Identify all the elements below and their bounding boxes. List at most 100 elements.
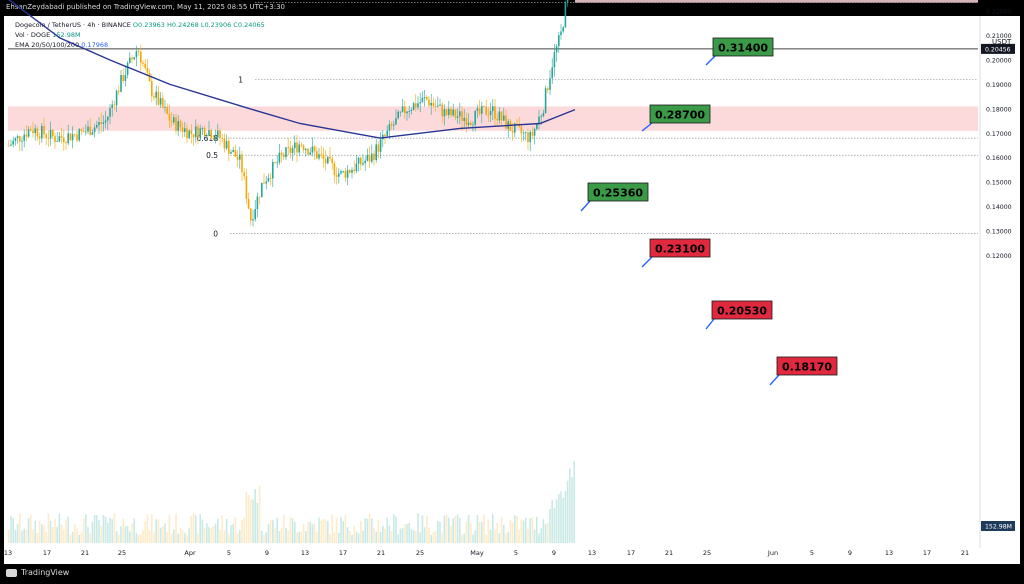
volume-bar — [232, 524, 234, 543]
candle-body — [551, 67, 553, 79]
volume-bar — [203, 527, 206, 543]
candle-body — [492, 106, 494, 112]
candle-body — [368, 155, 371, 162]
candle-body — [230, 152, 232, 154]
candle-body — [454, 109, 457, 118]
candle-body — [296, 142, 298, 153]
volume-bar — [443, 515, 446, 543]
candle-body — [71, 134, 74, 141]
volume-bar — [137, 534, 140, 543]
volume-bar — [476, 515, 479, 543]
candle-body — [19, 136, 21, 142]
legend-symbol[interactable]: Dogecoin / TetherUS · 4h · BINANCE — [15, 21, 131, 29]
annotation-pointer — [705, 318, 715, 330]
volume-bar — [25, 529, 28, 543]
candle-body — [151, 81, 153, 97]
axis-currency[interactable]: USDT — [992, 38, 1012, 46]
volume-bar — [430, 534, 432, 543]
candle-body — [520, 126, 523, 134]
volume-bar — [102, 514, 105, 543]
volume-bar — [331, 514, 333, 543]
legend-vol-label: Vol · DOGE — [15, 31, 51, 39]
volume-bar — [415, 531, 417, 543]
volume-bar — [340, 517, 342, 543]
date-tick-label: 21 — [81, 549, 89, 557]
volume-bar — [463, 533, 465, 543]
volume-bar — [135, 532, 138, 543]
candle-body — [203, 128, 206, 136]
candle-body — [527, 132, 529, 143]
volume-bar — [212, 525, 215, 543]
volume-bar — [450, 525, 452, 543]
candle-body — [544, 88, 547, 113]
volume-bar — [245, 492, 248, 543]
volume-bar — [509, 520, 512, 543]
volume-bar — [478, 521, 481, 543]
candle-body — [441, 104, 443, 117]
legend-ema-row[interactable]: EMA 20/50/100/200 0.17968 — [15, 41, 108, 49]
candle-body — [476, 108, 479, 111]
volume-bar — [206, 523, 208, 543]
candle-body — [140, 51, 142, 63]
candle-body — [76, 134, 78, 141]
volume-bar — [111, 519, 113, 543]
volume-bar — [555, 499, 558, 543]
annotation-label: 0.28700 — [655, 109, 705, 122]
legend-volume-row[interactable]: Vol · DOGE 152.98M — [15, 31, 81, 39]
annotation-layer: 0.31400 0.28700 0.25360 0.23100 0.20530 0.181… — [580, 37, 838, 386]
candle-body — [443, 109, 446, 117]
volume-bar — [179, 528, 182, 543]
candle-body — [428, 99, 430, 106]
volume-bar — [197, 533, 199, 543]
candle-body — [181, 127, 184, 133]
candle-body — [56, 141, 58, 143]
volume-bar — [177, 533, 179, 543]
candle-body — [228, 141, 230, 154]
candle-body — [329, 156, 331, 159]
candle-body — [538, 116, 540, 124]
date-tick-label: 17 — [923, 549, 931, 557]
candle-body — [217, 130, 219, 138]
volume-bar — [428, 527, 430, 543]
volume-bar — [307, 522, 309, 543]
price-tick-label: 0.13000 — [986, 228, 1012, 235]
candle-body — [214, 137, 217, 140]
volume-bar — [109, 517, 111, 543]
volume-bar — [289, 517, 292, 543]
candle-body — [496, 118, 498, 121]
candle-body — [78, 129, 80, 141]
volume-bar — [23, 528, 25, 543]
volume-bar — [96, 515, 98, 543]
volume-tag — [981, 521, 1015, 531]
volume-bar — [456, 514, 459, 543]
volume-bar — [52, 527, 54, 543]
annotation-box — [587, 182, 649, 202]
candle-body — [404, 106, 406, 114]
volume-bar — [327, 520, 329, 543]
candle-body — [353, 169, 355, 172]
volume-bar — [302, 524, 305, 543]
annotation-pointer — [705, 55, 716, 66]
date-tick-label: 25 — [703, 549, 711, 557]
candle-body — [87, 126, 89, 132]
volume-bar — [296, 532, 298, 543]
volume-bar — [395, 516, 397, 543]
volume-bar — [566, 480, 569, 543]
candle-body — [340, 171, 342, 174]
annotation-pointer — [641, 256, 653, 268]
volume-bar — [573, 461, 575, 543]
candle-body — [302, 145, 305, 151]
volume-bar — [274, 527, 276, 543]
footer-brand[interactable]: TradingView — [21, 568, 70, 577]
candle-body — [27, 129, 30, 137]
candle-body — [316, 151, 318, 159]
volume-bar — [441, 532, 443, 543]
candle-body — [16, 136, 19, 139]
candle-body — [307, 149, 309, 155]
volume-bar — [465, 521, 468, 543]
candle-body — [173, 117, 175, 123]
candle-body — [558, 35, 560, 47]
candle-body — [212, 138, 215, 140]
annotation-pointer — [580, 200, 591, 212]
